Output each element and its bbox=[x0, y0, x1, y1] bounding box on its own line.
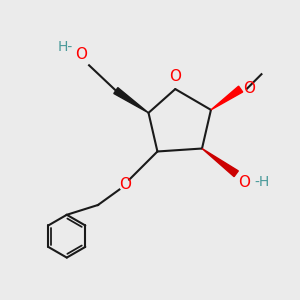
Text: O: O bbox=[238, 175, 250, 190]
Polygon shape bbox=[202, 148, 238, 177]
Text: H-: H- bbox=[58, 40, 73, 54]
Text: O: O bbox=[76, 47, 88, 62]
Text: O: O bbox=[243, 81, 255, 96]
Polygon shape bbox=[211, 86, 243, 110]
Polygon shape bbox=[114, 88, 148, 113]
Text: O: O bbox=[119, 177, 131, 192]
Text: -H: -H bbox=[255, 175, 270, 189]
Text: O: O bbox=[169, 69, 181, 84]
